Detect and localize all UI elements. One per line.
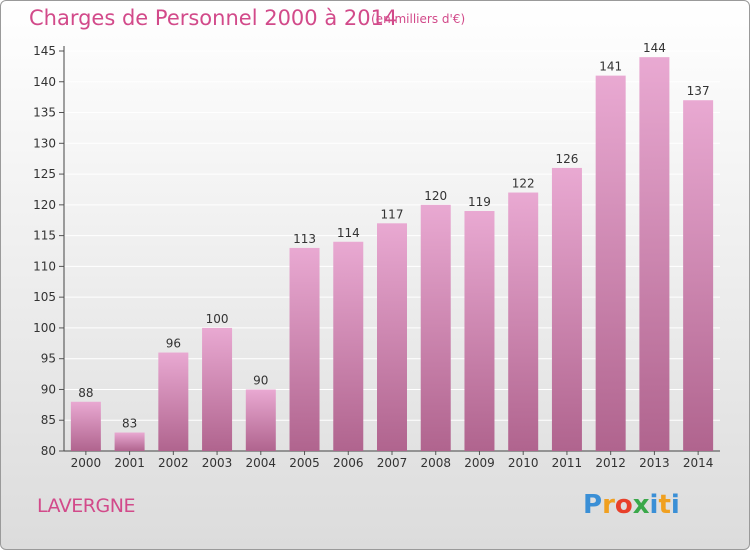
bar [683,100,714,451]
x-tick-label: 2005 [289,456,320,470]
y-tick-label: 110 [33,259,56,273]
x-tick-label: 2013 [639,456,670,470]
bar-value-label: 96 [166,337,181,351]
y-tick-label: 145 [33,44,56,58]
bar [158,352,189,451]
bar-value-label: 137 [687,84,710,98]
x-tick-label: 2002 [158,456,189,470]
y-tick-label: 85 [41,413,56,427]
logo-letter: t [658,490,671,520]
bar-value-label: 117 [381,207,404,221]
bar [333,241,364,451]
bar [420,204,451,451]
x-tick-label: 2014 [683,456,714,470]
y-tick-label: 130 [33,136,56,150]
x-tick-label: 2007 [377,456,408,470]
x-tick-label: 2000 [71,456,102,470]
y-tick-label: 100 [33,321,56,335]
bar [202,327,233,451]
y-tick-label: 90 [41,382,56,396]
bar-value-label: 122 [512,177,535,191]
bar-value-label: 100 [206,312,229,326]
bar-value-label: 114 [337,226,360,240]
chart-unit: (en milliers d'€) [371,12,466,26]
logo-letter: r [602,490,615,520]
commune-label: LAVERGNE [37,495,135,517]
y-tick-label: 80 [41,444,56,458]
bar [114,432,145,451]
x-tick-label: 2010 [508,456,539,470]
y-tick-label: 135 [33,106,56,120]
logo-letter: i [670,490,680,520]
bar [508,192,539,452]
logo-letter: i [649,490,659,520]
bar-value-label: 120 [424,189,447,203]
bar [551,167,582,451]
logo-letter: P [583,490,603,520]
y-tick-label: 95 [41,352,56,366]
bar [377,223,407,451]
logo-letter: x [632,490,650,520]
bar-value-label: 126 [555,152,578,166]
bar [595,75,626,451]
x-tick-label: 2008 [420,456,451,470]
bar [70,401,101,451]
bar [639,57,670,452]
bar [464,211,495,451]
x-tick-label: 2012 [595,456,626,470]
bar [245,389,276,451]
x-tick-label: 2009 [464,456,495,470]
bar-value-label: 144 [643,41,666,55]
x-tick-label: 2001 [114,456,145,470]
x-tick-label: 2006 [333,456,364,470]
logo-letter: o [614,490,633,520]
y-tick-label: 140 [33,75,56,89]
bar-value-label: 113 [293,232,316,246]
y-tick-label: 105 [33,290,56,304]
bar-value-label: 119 [468,195,491,209]
y-tick-label: 125 [33,167,56,181]
bar-value-label: 83 [122,417,137,431]
x-tick-label: 2011 [552,456,583,470]
bar [289,247,320,451]
x-tick-label: 2004 [246,456,277,470]
x-tick-label: 2003 [202,456,233,470]
y-tick-label: 115 [33,229,56,243]
chart-title: Charges de Personnel 2000 à 2014 [29,6,398,30]
bar-value-label: 88 [78,386,93,400]
bar-value-label: 90 [253,373,268,387]
proxiti-logo[interactable]: Proxiti [583,490,680,520]
bar-value-label: 141 [599,60,622,74]
y-tick-label: 120 [33,198,56,212]
